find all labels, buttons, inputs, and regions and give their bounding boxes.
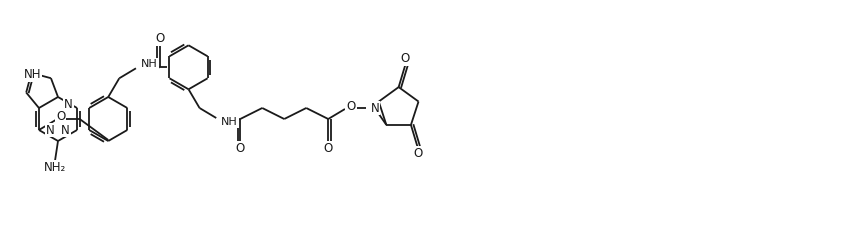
Text: N: N xyxy=(46,123,54,136)
Text: N: N xyxy=(371,102,379,114)
Text: NH: NH xyxy=(141,59,158,69)
Text: O: O xyxy=(401,51,410,65)
Text: O: O xyxy=(324,142,333,154)
Text: O: O xyxy=(236,142,245,154)
Text: N: N xyxy=(64,98,73,111)
Text: NH: NH xyxy=(23,68,41,81)
Text: O: O xyxy=(56,111,66,123)
Text: NH₂: NH₂ xyxy=(44,161,67,174)
Text: N: N xyxy=(61,123,70,136)
Text: O: O xyxy=(413,147,422,160)
Text: NH: NH xyxy=(221,117,238,127)
Text: O: O xyxy=(346,100,356,112)
Text: O: O xyxy=(156,32,164,45)
